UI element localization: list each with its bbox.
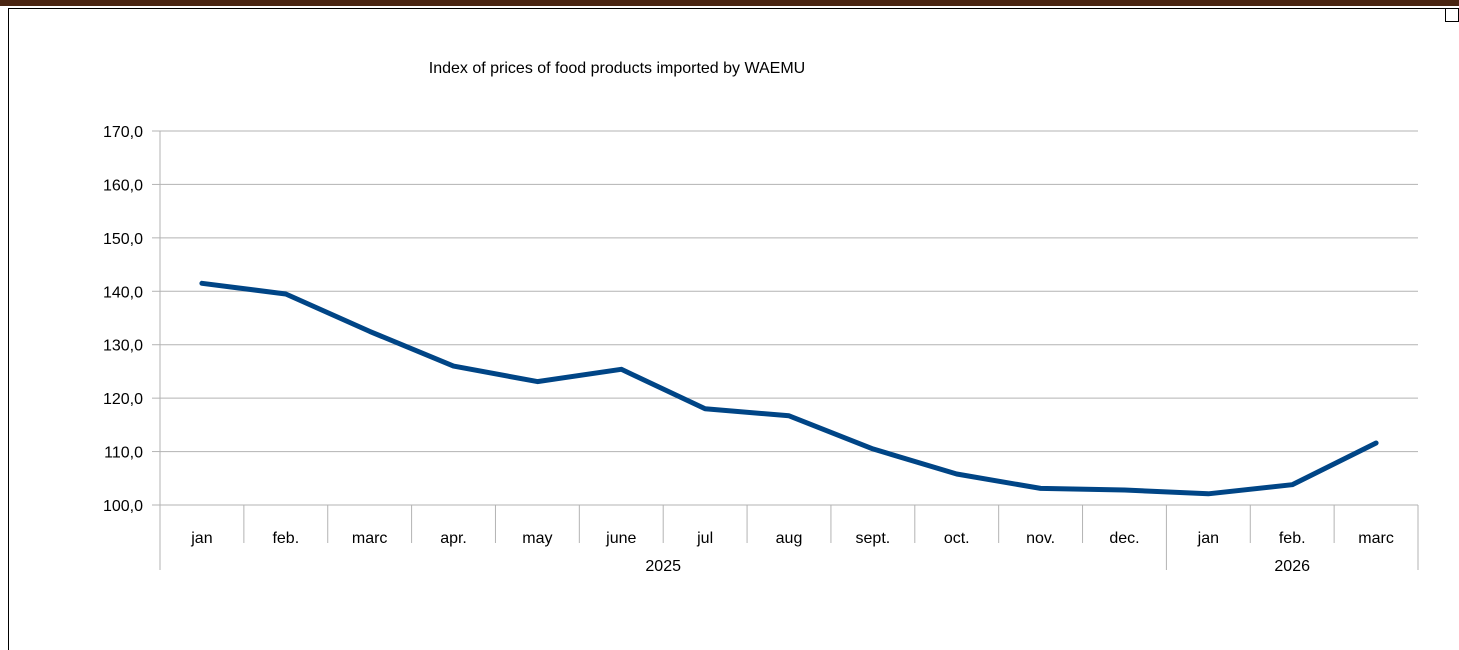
y-tick-label: 160,0: [103, 177, 143, 194]
chart-frame: [8, 8, 1459, 650]
top-border: [0, 0, 1459, 6]
x-tick-label: marc: [1358, 530, 1394, 547]
x-tick-label: feb.: [272, 530, 299, 547]
y-tick-label: 150,0: [103, 231, 143, 248]
y-tick-label: 120,0: [103, 391, 143, 408]
x-tick-label: sept.: [856, 530, 891, 547]
x-tick-label: may: [522, 530, 552, 547]
y-tick-label: 110,0: [104, 445, 143, 462]
x-tick-label: jul: [696, 530, 713, 547]
x-tick-label: jan: [1197, 530, 1219, 547]
x-group-label: 2025: [645, 558, 681, 575]
data-series-line: [199, 280, 1379, 497]
x-tick-label: nov.: [1026, 530, 1055, 547]
x-group-label: 2026: [1274, 558, 1310, 575]
x-tick-label: oct.: [944, 530, 970, 547]
x-tick-label: feb.: [1279, 530, 1306, 547]
x-tick-label: jan: [190, 530, 212, 547]
x-tick-label: apr.: [440, 530, 467, 547]
x-tick-label: dec.: [1109, 530, 1139, 547]
y-tick-label: 100,0: [103, 498, 143, 515]
y-tick-label: 170,0: [103, 124, 143, 141]
x-tick-label: marc: [352, 530, 388, 547]
x-tick-label: aug: [776, 530, 803, 547]
chart-title: Index of prices of food products importe…: [429, 60, 805, 77]
x-tick-label: june: [605, 530, 636, 547]
y-tick-label: 130,0: [103, 338, 143, 355]
y-tick-label: 140,0: [103, 284, 143, 301]
